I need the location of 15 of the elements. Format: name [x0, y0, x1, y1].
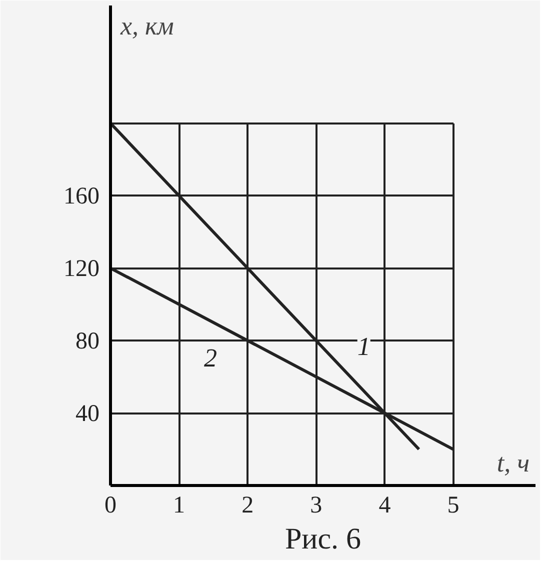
x-tick-label: 4: [378, 492, 391, 518]
y-axis-title: x, км: [120, 12, 174, 40]
x-tick-label: 5: [447, 492, 460, 518]
x-tick-label: 2: [242, 492, 254, 518]
series-label: 2: [204, 344, 217, 373]
x-axis-title: t, ч: [496, 448, 530, 478]
x-tick-label: 3: [310, 492, 322, 518]
x-tick-label: 1: [173, 492, 186, 518]
x-tick-label: 0: [104, 492, 116, 518]
y-tick-label: 160: [64, 184, 100, 210]
y-tick-label: 120: [64, 256, 100, 282]
y-tick-label: 40: [76, 401, 100, 428]
series-label: 1: [357, 332, 370, 361]
text: Рис. 6: [284, 522, 362, 556]
y-tick-label: 80: [76, 328, 100, 355]
